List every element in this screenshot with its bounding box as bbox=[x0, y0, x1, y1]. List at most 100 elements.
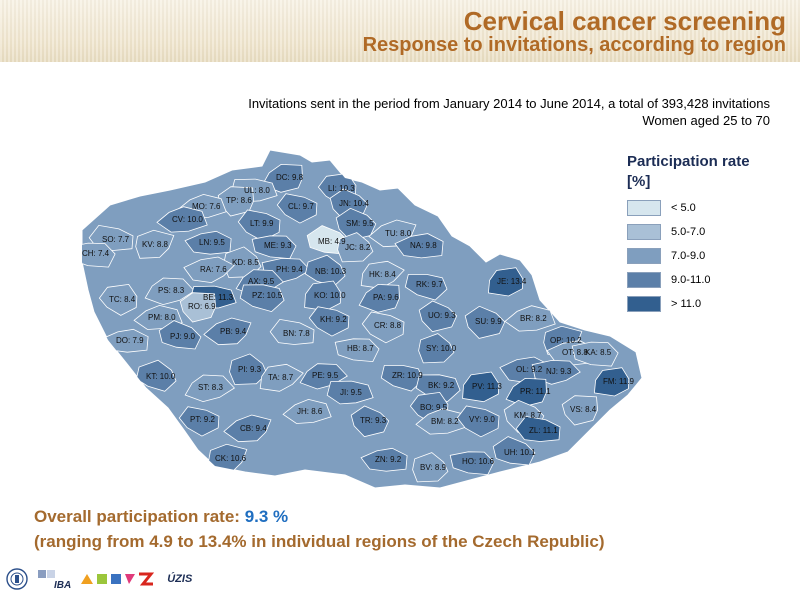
region-area bbox=[515, 415, 561, 442]
region-label: PA: 9.6 bbox=[373, 293, 399, 302]
region-label: DO: 7.9 bbox=[116, 336, 144, 345]
region-label: SU: 9.9 bbox=[475, 317, 502, 326]
region-label: ZL: 11.1 bbox=[529, 426, 558, 435]
legend-item: < 5.0 bbox=[627, 196, 777, 220]
region-area bbox=[504, 305, 556, 332]
region-label: LN: 9.5 bbox=[199, 238, 225, 247]
region-area bbox=[394, 233, 444, 259]
title-band bbox=[0, 0, 800, 62]
region-area bbox=[135, 229, 175, 259]
info-block: Invitations sent in the period from Janu… bbox=[248, 95, 770, 129]
region-label: TC: 8.4 bbox=[109, 295, 136, 304]
region-area bbox=[561, 395, 599, 426]
region-area bbox=[144, 277, 196, 306]
region-area bbox=[531, 359, 581, 385]
region-label: UH: 10.1 bbox=[504, 448, 536, 457]
region-area bbox=[184, 374, 236, 403]
legend-swatch bbox=[627, 248, 661, 264]
region-label: PZ: 10.5 bbox=[252, 291, 283, 300]
region-area bbox=[380, 365, 424, 392]
region-area bbox=[183, 256, 235, 284]
region-area bbox=[415, 408, 467, 435]
region-area bbox=[593, 367, 630, 397]
region-label: NJ: 9.3 bbox=[546, 367, 572, 376]
region-area bbox=[404, 274, 448, 301]
region-area bbox=[276, 193, 318, 224]
legend-swatch bbox=[627, 200, 661, 216]
region-area bbox=[361, 311, 405, 344]
legend-title-line2: [%] bbox=[627, 173, 651, 190]
region-area bbox=[184, 230, 232, 255]
region-area bbox=[308, 306, 350, 337]
legend-swatch bbox=[627, 296, 661, 312]
region-label: BN: 7.8 bbox=[283, 329, 310, 338]
region-label: KO: 10.0 bbox=[314, 291, 346, 300]
region-label: TP: 8.6 bbox=[226, 196, 252, 205]
region-label: RK: 9.7 bbox=[416, 280, 443, 289]
program-logo bbox=[79, 568, 159, 590]
region-area bbox=[156, 206, 208, 233]
region-area bbox=[101, 328, 149, 353]
legend-swatch bbox=[627, 224, 661, 240]
region-label: OP: 10.2 bbox=[550, 336, 582, 345]
region-shading bbox=[82, 163, 630, 483]
region-area bbox=[334, 338, 380, 363]
region-label: ZR: 10.9 bbox=[392, 371, 423, 380]
region-label: DC: 9.8 bbox=[276, 173, 304, 182]
region-label: NA: 9.8 bbox=[410, 241, 437, 250]
region-label: ZN: 9.2 bbox=[375, 455, 402, 464]
region-label: CV: 10.0 bbox=[172, 215, 203, 224]
legend-item: > 11.0 bbox=[627, 292, 777, 316]
region-area bbox=[449, 451, 495, 476]
legend-label: > 11.0 bbox=[671, 298, 702, 310]
region-area bbox=[229, 353, 268, 385]
region-label: ST: 8.3 bbox=[198, 383, 223, 392]
region-label: PE: 9.5 bbox=[312, 371, 339, 380]
overall-rate-value: 9.3 % bbox=[244, 507, 289, 526]
region-label: NB: 10.3 bbox=[315, 267, 347, 276]
region-area bbox=[335, 207, 377, 241]
region-label: AX: 9.5 bbox=[248, 277, 275, 286]
region-label: PH: 9.4 bbox=[276, 265, 303, 274]
region-labels: DC: 9.8 UL: 8.0 LI: 10.3 TP: 8.6 MO: 7.6 CL: … bbox=[82, 173, 635, 472]
legend-label: 9.0-11.0 bbox=[671, 274, 711, 286]
region-label: HO: 10.6 bbox=[462, 457, 495, 466]
region-label: CB: 9.4 bbox=[240, 424, 267, 433]
legend-item: 5.0-7.0 bbox=[627, 220, 777, 244]
region-label: CH: 7.4 bbox=[82, 249, 110, 258]
region-label: KD: 8.5 bbox=[232, 258, 259, 267]
region-area bbox=[487, 267, 524, 297]
region-label: PT: 9.2 bbox=[190, 415, 215, 424]
region-area bbox=[492, 436, 536, 466]
overall-rate-text: Overall participation rate: 9.3 % bbox=[34, 507, 288, 527]
region-label: TU: 8.0 bbox=[385, 229, 412, 238]
region-label: TR: 9.3 bbox=[360, 416, 387, 425]
region-area bbox=[571, 341, 619, 367]
region-label: UL: 8.0 bbox=[244, 186, 270, 195]
region-label: JC: 8.2 bbox=[345, 243, 371, 252]
region-label: LI: 10.3 bbox=[328, 184, 355, 193]
region-label: CR: 8.8 bbox=[374, 321, 402, 330]
region-label: TA: 8.7 bbox=[268, 373, 294, 382]
legend-swatch bbox=[627, 272, 661, 288]
region-label: HK: 8.4 bbox=[369, 270, 396, 279]
region-label: MB: 4.9 bbox=[318, 237, 346, 246]
region-label: JN: 10.4 bbox=[339, 199, 369, 208]
info-line-2: Women aged 25 to 70 bbox=[642, 113, 770, 128]
region-area bbox=[358, 283, 400, 313]
legend: Participation rate [%] < 5.0 5.0-7.0 7.0… bbox=[627, 152, 777, 316]
info-line-1: Invitations sent in the period from Janu… bbox=[248, 96, 770, 111]
region-area bbox=[179, 292, 217, 323]
region-label: OL: 9.2 bbox=[516, 365, 543, 374]
region-label: PM: 8.0 bbox=[148, 313, 176, 322]
region-label: PV: 11.3 bbox=[472, 382, 502, 391]
region-label: CL: 9.7 bbox=[288, 202, 314, 211]
region-area bbox=[98, 283, 138, 316]
uzis-logo: ÚZIS bbox=[167, 573, 192, 585]
university-seal-logo bbox=[6, 568, 28, 590]
region-area bbox=[203, 317, 252, 346]
region-label: BR: 8.2 bbox=[520, 314, 547, 323]
region-label: MO: 7.6 bbox=[192, 202, 221, 211]
page-title: Cervical cancer screening bbox=[463, 6, 786, 36]
region-area bbox=[350, 405, 390, 438]
